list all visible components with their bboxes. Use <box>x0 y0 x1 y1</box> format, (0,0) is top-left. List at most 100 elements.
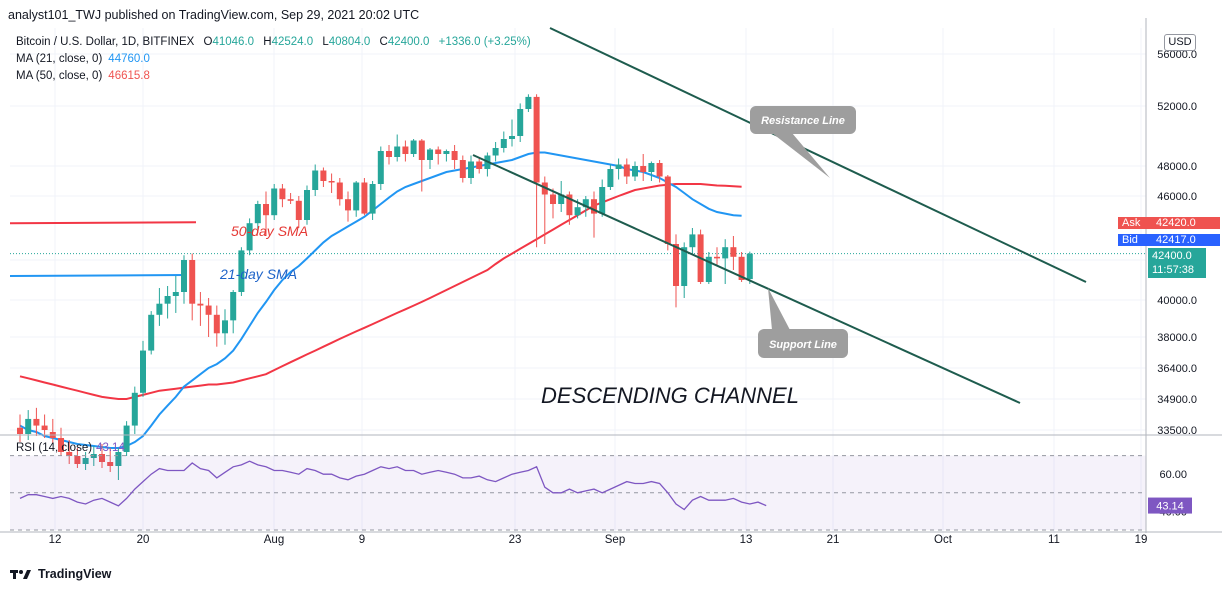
ma21-row[interactable]: MA (21, close, 0) 44760.0 <box>16 51 531 68</box>
price-tick-label: 48000.0 <box>1157 161 1197 173</box>
candle-body <box>730 247 737 257</box>
last-price-tag: 42400.0 11:57:38 <box>1148 248 1206 278</box>
ma21-value: 44760.0 <box>108 53 150 65</box>
candle-body <box>164 296 171 304</box>
candle-body <box>41 425 48 430</box>
candle-body <box>492 148 499 156</box>
candle-body <box>345 199 351 211</box>
candle-body <box>443 151 450 154</box>
candle-body <box>58 438 64 452</box>
symbol-label[interactable]: Bitcoin / U.S. Dollar, 1D, BITFINEX <box>16 36 195 48</box>
resistance-trendline <box>549 27 1087 283</box>
ask-label: Ask <box>1118 216 1150 229</box>
high-value: 42524.0 <box>271 36 314 48</box>
footer-brand[interactable]: TradingView <box>10 567 111 581</box>
support-trendline <box>472 154 1021 404</box>
resistance-callout-box <box>750 106 856 134</box>
candle-body <box>328 181 335 183</box>
x-tick-label: 23 <box>509 534 522 546</box>
candle-body <box>459 160 466 178</box>
currency-button[interactable]: USD <box>1164 34 1196 51</box>
x-tick-label: Oct <box>934 534 953 546</box>
ma50-row[interactable]: MA (50, close, 0) 46615.8 <box>16 68 531 85</box>
published-header: analyst101_TWJ published on TradingView.… <box>8 8 420 22</box>
rsi-value-tag-label: 43.14 <box>1156 501 1184 513</box>
last-price: 42400.0 <box>1152 250 1192 262</box>
grid-lines <box>10 28 1146 538</box>
candle-body <box>74 456 81 464</box>
candle-body <box>336 182 343 200</box>
candle-body <box>500 139 507 148</box>
price-tick-label: 40000.0 <box>1157 295 1197 307</box>
open-label: O <box>203 36 213 48</box>
candle-body <box>181 260 187 292</box>
candle-body <box>746 253 753 280</box>
candle-body <box>664 176 671 244</box>
open-value: 41046.0 <box>212 36 255 48</box>
ohlc-row: Bitcoin / U.S. Dollar, 1D, BITFINEX O410… <box>16 34 531 51</box>
candle-body <box>279 188 286 200</box>
x-tick-label: Aug <box>264 534 284 546</box>
rsi-tick-label: 60.00 <box>1159 469 1187 481</box>
candle-body <box>148 314 155 351</box>
price-tick-label: 33500.0 <box>1157 425 1197 437</box>
candle-body <box>213 314 220 334</box>
support-callout-box <box>758 329 848 358</box>
candle-body <box>640 166 647 172</box>
candle-body <box>17 427 23 434</box>
close-value: 42400.0 <box>387 36 430 48</box>
symbol-legend: Bitcoin / U.S. Dollar, 1D, BITFINEX O410… <box>16 34 531 85</box>
support-callout-pointer <box>768 288 790 330</box>
bid-tag: Bid 42417.0 <box>1118 232 1220 247</box>
candle-body <box>369 184 376 214</box>
tradingview-logo-icon <box>10 570 31 579</box>
candle-body <box>394 146 401 157</box>
ma50-label: MA (50, close, 0) <box>16 70 103 82</box>
rsi-pane <box>10 455 1146 531</box>
candle-body <box>689 234 696 248</box>
close-label: C <box>379 36 388 48</box>
x-tick-label: 9 <box>359 534 365 546</box>
candle-body <box>623 164 630 177</box>
candle-body <box>705 256 712 282</box>
candle-body <box>131 392 138 426</box>
candle-body <box>140 350 146 393</box>
x-tick-label: Sep <box>605 534 625 546</box>
candle-body <box>353 182 360 211</box>
rsi-line <box>19 460 767 511</box>
x-tick-label: 12 <box>49 534 62 546</box>
trend-lines[interactable] <box>472 27 1087 404</box>
candlestick-series[interactable] <box>17 94 753 480</box>
candle-body <box>468 161 474 178</box>
candle-body <box>599 187 606 214</box>
x-tick-label: 13 <box>740 534 753 546</box>
candle-body <box>402 146 409 154</box>
candle-body <box>722 247 729 259</box>
candle-body <box>222 320 228 334</box>
candle-body <box>66 452 73 456</box>
candle-body <box>656 163 663 177</box>
candle-body <box>377 151 384 184</box>
candle-body <box>205 305 212 315</box>
candle-body <box>254 204 261 224</box>
candle-body <box>361 182 368 214</box>
rsi-legend[interactable]: RSI (14, close) 43.14 <box>16 442 125 454</box>
rsi-label: RSI (14, close) <box>16 442 93 454</box>
candle-body <box>33 418 40 426</box>
price-tick-label: 34900.0 <box>1157 394 1197 406</box>
candle-body <box>410 140 417 154</box>
candle-body <box>550 194 556 204</box>
candle-body <box>197 303 204 306</box>
candle-body <box>714 256 720 259</box>
candle-body <box>566 194 573 216</box>
price-tick-label: 38000.0 <box>1157 332 1197 344</box>
candle-body <box>582 199 589 208</box>
candle-body <box>230 292 237 321</box>
resistance-callout-label: Resistance Line <box>761 115 845 127</box>
candle-body <box>615 164 622 169</box>
candle-body <box>172 292 179 296</box>
candle-body <box>427 149 433 160</box>
x-tick-label: 11 <box>1048 534 1060 546</box>
candle-body <box>476 161 483 169</box>
